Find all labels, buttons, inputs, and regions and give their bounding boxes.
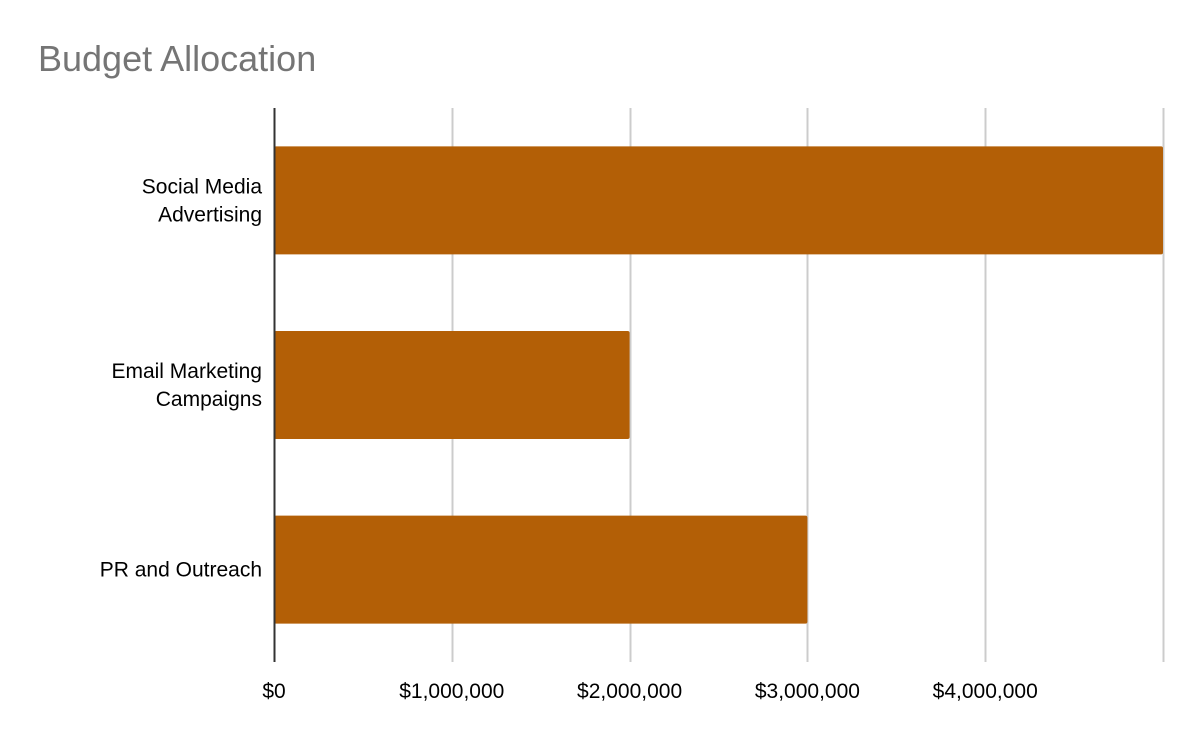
x-tick-label: $3,000,000 [755,680,860,703]
bars [274,146,1163,624]
x-tick-label: $4,000,000 [933,680,1038,703]
x-tick-label: $0 [262,680,285,703]
labels: Social Media Advertising Email Marketing Ca… [100,175,1038,703]
bar-2 [274,331,630,439]
x-tick-label: $1,000,000 [399,680,504,703]
bar-3 [274,515,808,624]
chart-title: Budget Allocation [38,38,317,79]
x-tick-label: $2,000,000 [577,680,682,703]
bar-1 [274,146,1163,255]
category-label: Email Marketing Campaigns [111,360,262,411]
category-label: PR and Outreach [100,559,262,582]
category-label: Social Media Advertising [142,175,263,226]
